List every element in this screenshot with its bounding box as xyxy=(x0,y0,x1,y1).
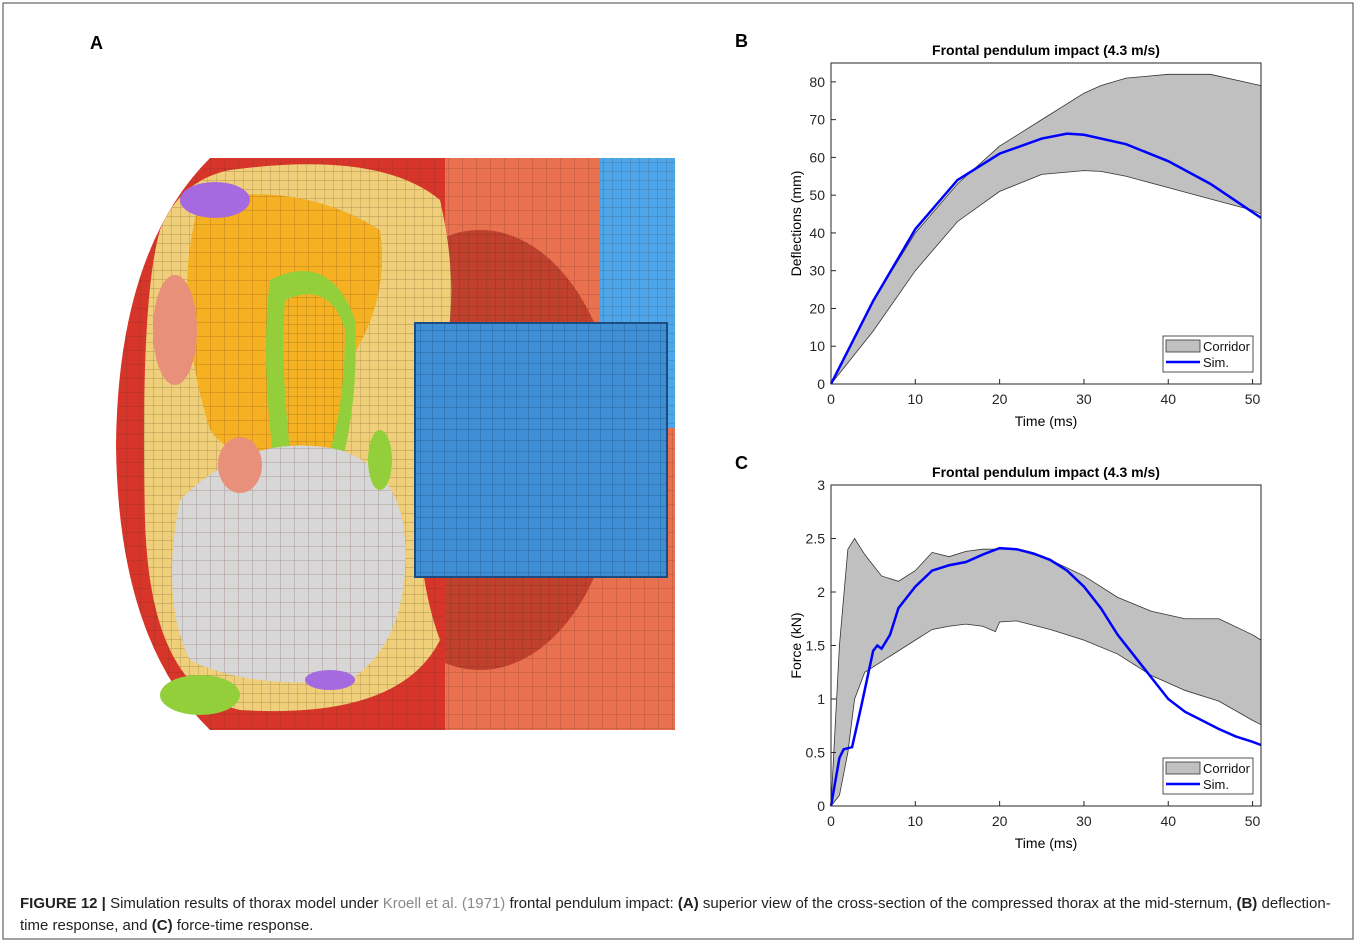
x-tick-label: 40 xyxy=(1160,813,1176,829)
x-tick-label: 20 xyxy=(992,391,1008,407)
caption: FIGURE 12 | Simulation results of thorax… xyxy=(20,893,1335,937)
y-tick-label: 10 xyxy=(809,338,825,354)
y-tick-label: 20 xyxy=(809,300,825,316)
x-axis-label: Time (ms) xyxy=(1015,413,1077,429)
y-tick-label: 0 xyxy=(817,798,825,814)
panel-label: C xyxy=(735,453,748,473)
caption-label: FIGURE 12 | xyxy=(20,895,106,912)
x-tick-label: 0 xyxy=(827,391,835,407)
legend-label: Corridor xyxy=(1203,761,1251,776)
corridor-upper xyxy=(830,537,1262,807)
legend-swatch xyxy=(1165,761,1201,775)
y-tick-label: 0.5 xyxy=(806,745,826,761)
x-tick-label: 40 xyxy=(1160,391,1176,407)
y-tick-label: 2.5 xyxy=(806,531,826,547)
x-tick-label: 10 xyxy=(908,813,924,829)
sim-line xyxy=(829,546,1262,807)
x-tick-label: 30 xyxy=(1076,391,1092,407)
legend-label: Sim. xyxy=(1203,777,1229,792)
y-axis-label: Deflections (mm) xyxy=(788,171,804,277)
legend-swatch xyxy=(1165,339,1201,353)
caption-text: force-time response. xyxy=(176,917,314,934)
y-tick-label: 3 xyxy=(817,477,825,493)
chart-title: Frontal pendulum impact (4.3 m/s) xyxy=(932,42,1160,58)
y-tick-label: 1 xyxy=(817,691,825,707)
sim-line xyxy=(829,132,1262,385)
caption-panel-ref: (A) xyxy=(677,895,699,912)
caption-panel-ref: (B) xyxy=(1236,895,1258,912)
corridor-band xyxy=(831,74,1261,385)
x-tick-label: 10 xyxy=(908,391,924,407)
y-tick-label: 60 xyxy=(809,149,825,165)
caption-text: frontal pendulum impact: xyxy=(509,895,674,912)
y-tick-label: 2 xyxy=(817,584,825,600)
x-axis-label: Time (ms) xyxy=(1015,835,1077,851)
y-axis-label: Force (kN) xyxy=(788,612,804,678)
y-tick-label: 0 xyxy=(817,376,825,392)
citation-link[interactable]: Kroell et al. (1971) xyxy=(382,895,506,912)
chart-title: Frontal pendulum impact (4.3 m/s) xyxy=(932,464,1160,480)
y-tick-label: 30 xyxy=(809,263,825,279)
y-tick-label: 80 xyxy=(809,74,825,90)
y-tick-label: 50 xyxy=(809,187,825,203)
y-tick-label: 40 xyxy=(809,225,825,241)
corridor-band xyxy=(831,538,1261,806)
y-tick-label: 1.5 xyxy=(806,638,826,654)
caption-text: Simulation results of thorax model under xyxy=(110,895,379,912)
legend-label: Corridor xyxy=(1203,339,1251,354)
axes-box xyxy=(830,62,1262,385)
caption-panel-ref: (C) xyxy=(151,917,173,934)
x-tick-label: 20 xyxy=(992,813,1008,829)
x-tick-label: 30 xyxy=(1076,813,1092,829)
corridor-upper xyxy=(830,73,1262,385)
corridor-lower xyxy=(830,620,1262,807)
legend-label: Sim. xyxy=(1203,355,1229,370)
x-tick-label: 50 xyxy=(1245,813,1261,829)
x-tick-label: 0 xyxy=(827,813,835,829)
panel-label: A xyxy=(90,33,103,53)
y-tick-label: 70 xyxy=(809,112,825,128)
x-tick-label: 50 xyxy=(1245,391,1261,407)
corridor-lower xyxy=(830,170,1262,385)
caption-text: deflection-time response, and xyxy=(20,895,1331,934)
thorax-image xyxy=(116,158,675,730)
panel-label: B xyxy=(735,31,748,51)
caption-text: superior view of the cross-section of th… xyxy=(702,895,1233,912)
